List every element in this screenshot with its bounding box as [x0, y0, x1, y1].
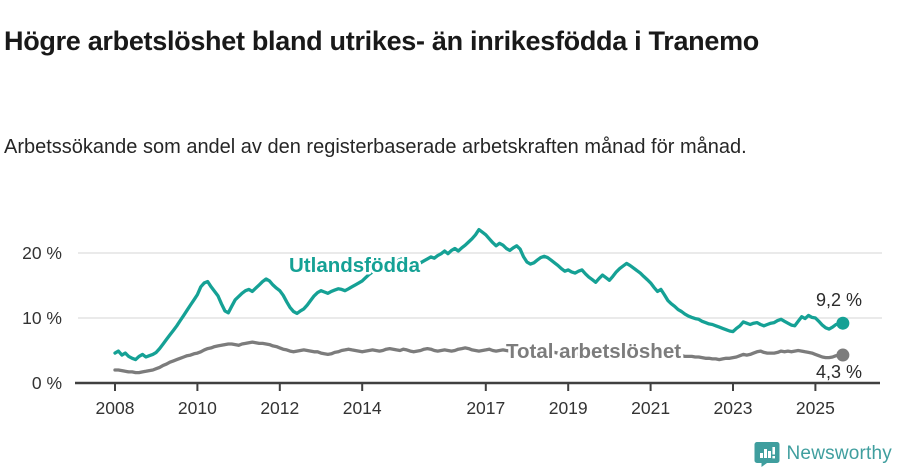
page-title: Högre arbetslöshet bland utrikes- än inr…	[4, 26, 759, 57]
series-line-total	[113, 340, 845, 375]
end-value-label-utlandsfodda: 9,2 %	[816, 290, 862, 310]
x-tick-label-2012: 2012	[260, 398, 299, 418]
y-tick-label-0: 0 %	[32, 373, 62, 393]
newsworthy-logo-icon	[754, 442, 780, 467]
x-tick-label-2021: 2021	[631, 398, 670, 418]
y-tick-label-20: 20 %	[22, 243, 62, 263]
x-tick-label-2008: 2008	[96, 398, 135, 418]
series-line-utlandsfodda	[113, 227, 845, 362]
y-tick-label-10: 10 %	[22, 308, 62, 328]
x-tick-label-2010: 2010	[178, 398, 217, 418]
series-label-utlandsfodda: Utlandsfödda	[289, 254, 421, 277]
chart-subtitle: Arbetssökande som andel av den registerb…	[4, 136, 747, 158]
x-tick-label-2014: 2014	[343, 398, 382, 418]
series-label-total: Total arbetslöshet	[506, 340, 681, 363]
series-end-dot-utlandsfodda	[836, 316, 850, 330]
brand-footer: Newsworthy	[754, 441, 892, 467]
x-tick-label-2017: 2017	[466, 398, 505, 418]
series-end-dot-total	[836, 348, 850, 362]
x-tick-label-2019: 2019	[549, 398, 588, 418]
x-tick-label-2025: 2025	[796, 398, 835, 418]
end-value-label-total: 4,3 %	[816, 362, 862, 382]
brand-name: Newsworthy	[786, 443, 892, 464]
x-tick-label-2023: 2023	[714, 398, 753, 418]
